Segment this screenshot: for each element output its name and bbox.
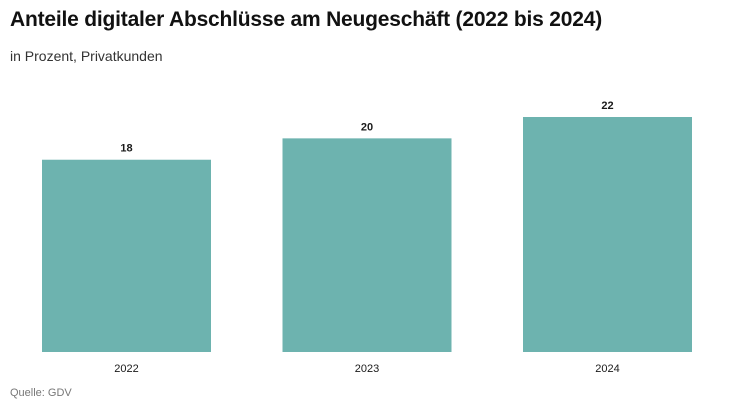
bar-2023 bbox=[282, 138, 452, 352]
chart-subtitle: in Prozent, Privatkunden bbox=[10, 48, 163, 64]
x-tick-label-2023: 2023 bbox=[355, 363, 379, 375]
source-note: Quelle: GDV bbox=[10, 387, 72, 399]
bar-2022 bbox=[42, 159, 211, 352]
chart-title: Anteile digitaler Abschlüsse am Neugesch… bbox=[10, 8, 602, 31]
value-label-2024: 22 bbox=[601, 100, 613, 112]
value-labels-group: 18 20 22 bbox=[120, 100, 613, 155]
bar-2024 bbox=[523, 117, 692, 352]
x-tick-labels-group: 2022 2023 2024 bbox=[114, 363, 619, 375]
value-label-2023: 20 bbox=[361, 121, 373, 133]
bars-group bbox=[42, 117, 692, 352]
x-tick-label-2022: 2022 bbox=[114, 363, 138, 375]
value-label-2022: 18 bbox=[120, 143, 132, 155]
x-tick-label-2024: 2024 bbox=[595, 363, 619, 375]
